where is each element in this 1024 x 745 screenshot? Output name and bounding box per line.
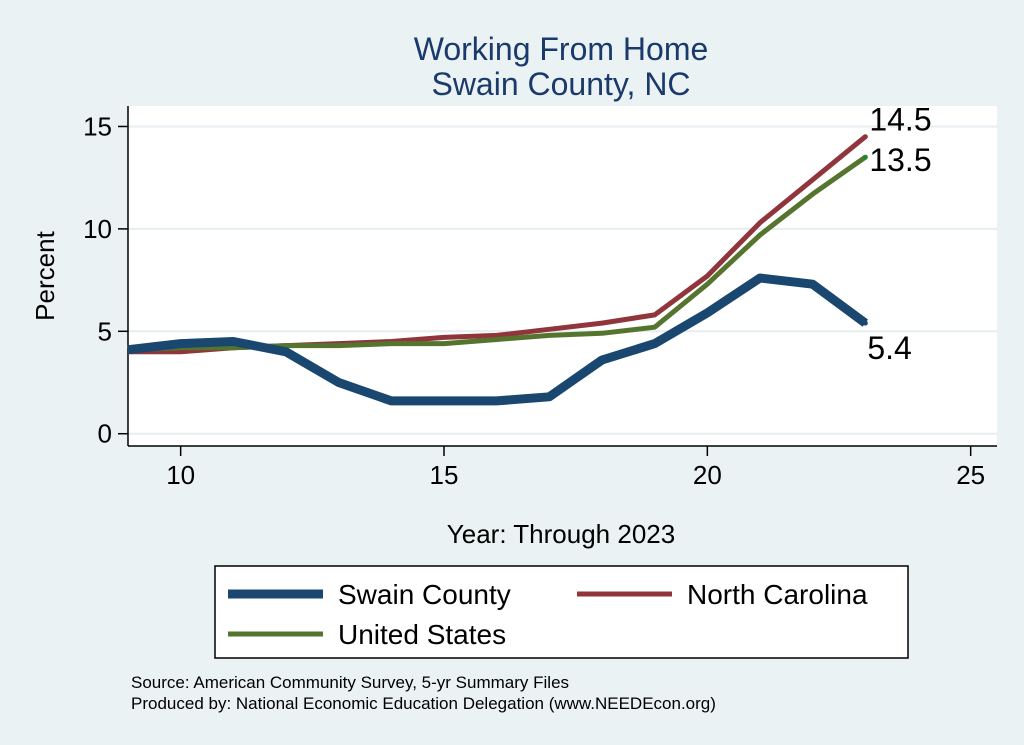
chart-title: Working From Home	[414, 31, 709, 67]
endpoint-marker	[862, 134, 868, 140]
producer-note: Produced by: National Economic Education…	[131, 694, 716, 713]
chart-subtitle: Swain County, NC	[431, 66, 690, 102]
grid-lines	[128, 125, 997, 435]
end-label: 5.4	[867, 330, 911, 366]
endpoint-marker	[862, 154, 868, 160]
x-tick-label: 25	[956, 460, 985, 490]
x-tick-label: 10	[166, 460, 195, 490]
y-tick-label: 15	[83, 111, 112, 141]
legend-label: Swain County	[338, 579, 511, 610]
axes: 0 5 10 15 10 15 20 25	[83, 106, 997, 490]
y-tick-label: 0	[98, 419, 112, 449]
source-note: Source: American Community Survey, 5-yr …	[131, 673, 569, 692]
legend-box	[214, 565, 909, 659]
y-tick-label: 10	[83, 214, 112, 244]
legend: Swain County North Carolina United States	[228, 579, 868, 650]
end-label: 13.5	[869, 142, 931, 178]
series-lines	[127, 134, 868, 406]
x-tick-label: 20	[693, 460, 722, 490]
y-tick-label: 5	[98, 316, 112, 346]
series-line-swain-county	[127, 273, 868, 406]
y-axis-title: Percent	[30, 230, 60, 320]
end-label: 14.5	[869, 102, 931, 138]
legend-label: North Carolina	[687, 579, 868, 610]
endpoint-marker	[862, 320, 868, 326]
end-labels: 5.4 14.5 13.5	[867, 102, 931, 366]
x-tick-label: 15	[430, 460, 459, 490]
legend-label: United States	[338, 619, 506, 650]
x-axis-title: Year: Through 2023	[447, 519, 675, 549]
